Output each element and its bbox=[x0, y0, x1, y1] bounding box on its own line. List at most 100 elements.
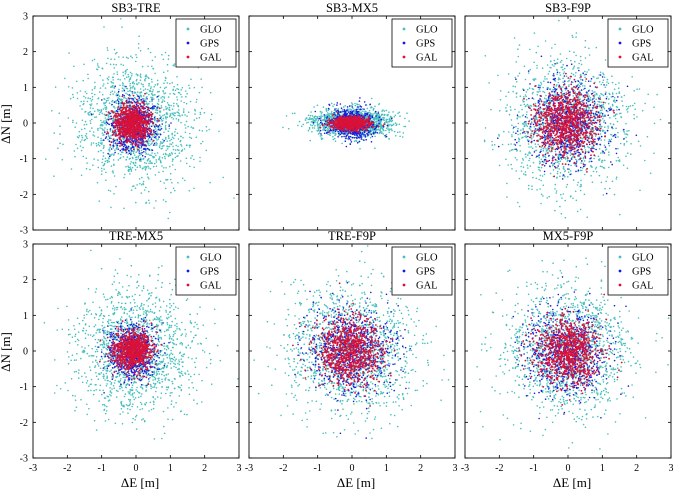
point bbox=[133, 113, 136, 115]
point bbox=[140, 94, 142, 97]
point bbox=[104, 137, 107, 139]
point bbox=[83, 127, 86, 130]
point bbox=[406, 112, 408, 114]
point bbox=[138, 138, 141, 141]
point bbox=[103, 164, 105, 166]
point bbox=[156, 125, 158, 127]
point bbox=[308, 118, 311, 121]
point bbox=[160, 105, 163, 107]
point bbox=[141, 134, 144, 137]
point bbox=[122, 104, 125, 107]
point bbox=[164, 92, 167, 94]
point bbox=[114, 151, 116, 154]
point bbox=[67, 86, 70, 88]
point bbox=[161, 100, 164, 103]
point bbox=[369, 127, 372, 129]
point bbox=[161, 145, 164, 147]
point bbox=[154, 94, 156, 96]
point bbox=[117, 104, 120, 106]
point bbox=[344, 105, 347, 107]
point bbox=[311, 124, 314, 127]
point bbox=[110, 141, 113, 143]
point bbox=[117, 112, 120, 115]
point bbox=[120, 139, 122, 142]
point bbox=[152, 122, 154, 125]
point bbox=[188, 144, 191, 147]
point bbox=[173, 63, 176, 65]
point bbox=[152, 155, 154, 158]
point bbox=[97, 159, 99, 161]
point bbox=[133, 148, 135, 151]
point bbox=[364, 111, 366, 113]
point bbox=[105, 114, 108, 117]
point bbox=[193, 166, 195, 169]
point bbox=[379, 121, 382, 124]
point bbox=[112, 84, 114, 87]
point bbox=[159, 161, 162, 163]
point bbox=[101, 93, 104, 96]
point bbox=[99, 87, 102, 89]
point bbox=[169, 152, 171, 155]
point bbox=[353, 109, 356, 111]
point bbox=[136, 105, 139, 107]
point bbox=[136, 118, 139, 120]
point bbox=[381, 127, 384, 129]
point bbox=[135, 79, 138, 82]
point bbox=[169, 143, 171, 145]
point bbox=[172, 92, 175, 95]
point bbox=[128, 126, 131, 129]
point bbox=[153, 162, 156, 165]
point bbox=[53, 175, 55, 177]
point bbox=[139, 50, 142, 52]
point bbox=[147, 165, 149, 168]
point bbox=[115, 143, 118, 145]
point bbox=[201, 86, 203, 89]
point bbox=[105, 107, 108, 109]
point bbox=[382, 129, 385, 132]
point bbox=[126, 104, 128, 107]
point bbox=[156, 95, 159, 98]
point bbox=[93, 87, 96, 90]
point bbox=[169, 139, 171, 142]
point bbox=[97, 141, 100, 144]
point bbox=[366, 107, 369, 110]
point bbox=[136, 109, 138, 111]
point bbox=[120, 153, 122, 156]
point bbox=[127, 57, 129, 59]
point bbox=[317, 123, 320, 126]
point bbox=[356, 142, 359, 144]
point bbox=[150, 78, 153, 81]
point bbox=[348, 136, 350, 139]
point bbox=[141, 154, 144, 157]
point bbox=[162, 170, 164, 173]
point bbox=[110, 110, 113, 112]
point bbox=[192, 127, 194, 129]
point bbox=[156, 79, 159, 82]
point bbox=[149, 100, 151, 103]
point bbox=[145, 167, 147, 169]
point bbox=[105, 123, 108, 126]
point bbox=[148, 199, 150, 202]
point bbox=[126, 123, 129, 126]
point bbox=[174, 114, 176, 117]
point bbox=[325, 109, 328, 111]
point bbox=[335, 110, 338, 112]
point bbox=[126, 141, 128, 144]
point bbox=[209, 181, 211, 184]
point bbox=[144, 107, 146, 110]
point bbox=[110, 124, 113, 127]
point bbox=[125, 130, 127, 133]
point bbox=[353, 140, 356, 142]
point bbox=[318, 115, 321, 118]
point bbox=[116, 51, 118, 54]
point bbox=[140, 98, 142, 101]
point bbox=[90, 118, 93, 121]
point bbox=[112, 82, 115, 84]
point bbox=[142, 121, 145, 124]
point bbox=[138, 115, 141, 118]
point bbox=[142, 180, 145, 183]
point bbox=[193, 187, 195, 190]
point bbox=[170, 143, 173, 146]
point bbox=[381, 132, 383, 134]
point bbox=[338, 134, 341, 137]
